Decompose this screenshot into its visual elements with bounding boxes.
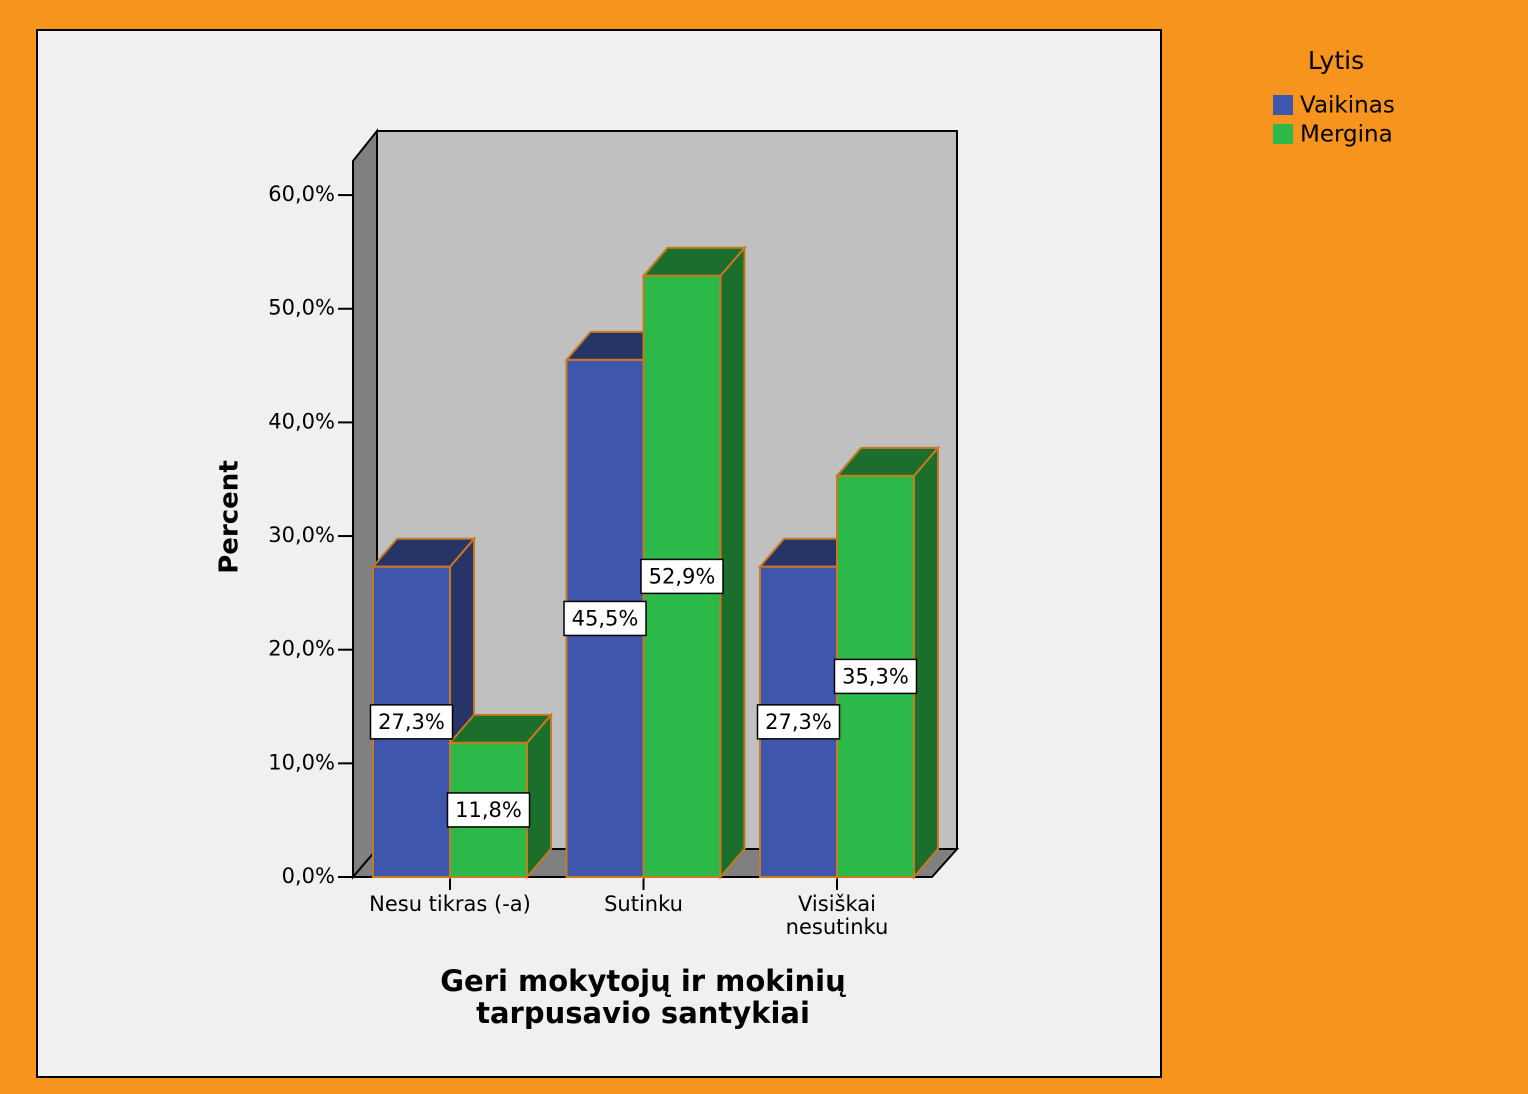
value-label-box [446, 792, 531, 828]
y-tick-label: 30,0% [268, 523, 335, 547]
value-label-box [640, 558, 724, 595]
legend-title: Lytis [1308, 46, 1364, 75]
y-tick-label: 20,0% [268, 637, 335, 661]
bar-side [913, 445, 939, 880]
value-label: 27,3% [378, 710, 445, 734]
value-label: 52,9% [649, 564, 716, 588]
value-label-box [756, 704, 841, 740]
legend-label: Mergina [1300, 122, 1393, 148]
y-tick-label: 60,0% [268, 182, 335, 206]
legend-swatch [1273, 95, 1293, 115]
value-label: 11,8% [455, 798, 522, 822]
legend-label: Vaikinas [1300, 93, 1395, 119]
y-tick-label: 40,0% [268, 409, 335, 433]
value-label-box [563, 600, 647, 637]
x-tick-label: Visiškai nesutinku [785, 892, 889, 939]
y-tick-label: 0,0% [282, 864, 335, 888]
value-label-box [369, 704, 454, 740]
y-tick-label: 10,0% [268, 750, 335, 774]
bar-side [719, 245, 746, 880]
y-axis-label: Percent [215, 460, 245, 574]
x-tick-label: Nesu tikras (-a) [369, 892, 531, 916]
value-label: 45,5% [572, 606, 639, 630]
x-axis-label: Geri mokytojų ir mokinių tarpusavio sant… [440, 964, 846, 1030]
legend-swatch [1273, 124, 1293, 144]
value-label-box [833, 658, 918, 695]
value-label: 27,3% [765, 710, 832, 734]
y-tick-label: 50,0% [268, 296, 335, 320]
value-label: 35,3% [842, 664, 909, 688]
x-tick-label: Sutinku [604, 892, 683, 916]
